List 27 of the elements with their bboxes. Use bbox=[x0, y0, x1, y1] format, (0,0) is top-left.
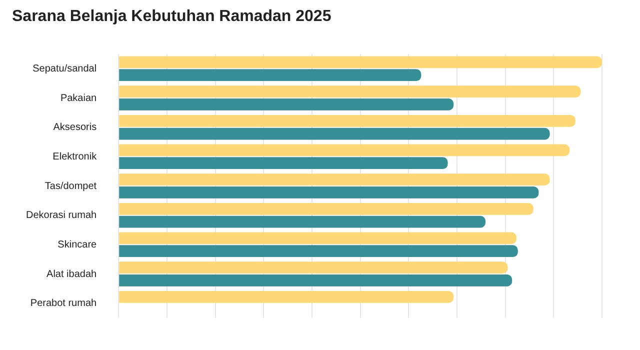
chart-title: Sarana Belanja Kebutuhan Ramadan 2025 bbox=[12, 8, 332, 26]
y-tick-label: Pakaian bbox=[60, 92, 97, 104]
bar bbox=[119, 174, 550, 186]
bar bbox=[119, 274, 512, 286]
bar bbox=[119, 56, 602, 68]
bar bbox=[119, 262, 508, 274]
bar bbox=[119, 157, 448, 170]
bar bbox=[119, 86, 581, 98]
bar bbox=[119, 186, 539, 198]
bar bbox=[119, 232, 516, 244]
bar bbox=[119, 290, 454, 303]
bar bbox=[119, 98, 454, 110]
bar bbox=[119, 128, 550, 140]
y-tick-label: Tas/dompet bbox=[44, 180, 97, 192]
y-tick-label: Perabot rumah bbox=[30, 298, 97, 310]
bar bbox=[119, 216, 486, 228]
y-tick-label: Skincare bbox=[58, 239, 98, 250]
bar bbox=[119, 144, 570, 156]
bar bbox=[119, 245, 518, 258]
bar bbox=[119, 202, 534, 215]
y-tick-label: Aksesoris bbox=[53, 122, 97, 134]
y-tick-label: Dekorasi rumah bbox=[26, 210, 97, 222]
bar bbox=[119, 114, 576, 127]
y-tick-label: Elektronik bbox=[52, 151, 98, 162]
bar bbox=[119, 69, 422, 82]
y-tick-label: Sepatu/sandal bbox=[32, 63, 97, 74]
y-tick-label: Alat ibadah bbox=[46, 268, 97, 280]
